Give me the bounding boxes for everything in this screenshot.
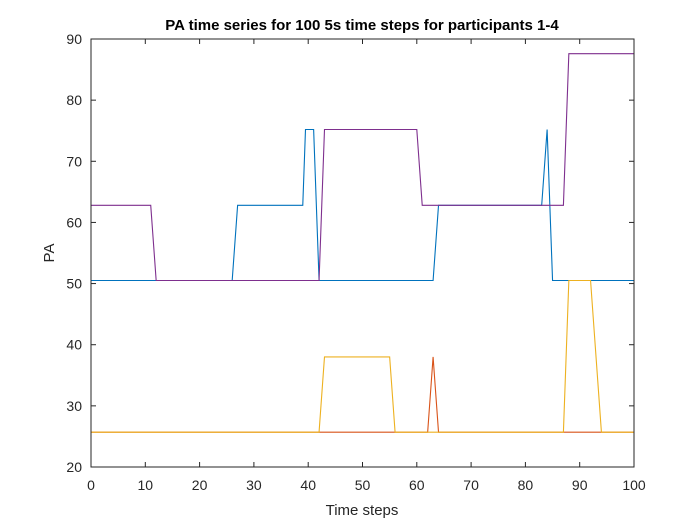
chart-title: PA time series for 100 5s time steps for… [165, 17, 559, 34]
ticks-layer: 0 10 20 30 40 50 60 70 80 90 100 20 30 40 50 60 70 80 90 [66, 31, 645, 493]
y-tick-label: 70 [66, 153, 82, 169]
x-tick-label: 100 [622, 477, 646, 493]
series-line-4 [91, 53, 634, 282]
y-tick-label: 30 [66, 398, 82, 414]
series-line-3 [91, 279, 634, 433]
series-layer [91, 53, 634, 433]
x-tick-label: 90 [572, 477, 588, 493]
y-tick-label: 60 [66, 214, 82, 230]
x-axis-label: Time steps [326, 502, 399, 519]
plot-area [91, 39, 634, 467]
x-tick-label: 70 [463, 477, 479, 493]
y-tick-label: 90 [66, 31, 82, 47]
x-tick-label: 50 [355, 477, 371, 493]
x-tick-label: 20 [192, 477, 208, 493]
y-tick-label: 80 [66, 92, 82, 108]
x-tick-label: 10 [138, 477, 154, 493]
plot-frame [90, 38, 635, 468]
x-tick-label: 80 [518, 477, 534, 493]
x-tick-label: 30 [246, 477, 262, 493]
y-tick-label: 40 [66, 337, 82, 353]
x-tick-label: 60 [409, 477, 425, 493]
y-tick-label: 50 [66, 276, 82, 292]
x-tick-label: 40 [300, 477, 316, 493]
series-line-1 [91, 128, 634, 282]
x-tick-label: 0 [87, 477, 95, 493]
y-tick-label: 20 [66, 459, 82, 475]
y-axis-label: PA [41, 244, 58, 263]
